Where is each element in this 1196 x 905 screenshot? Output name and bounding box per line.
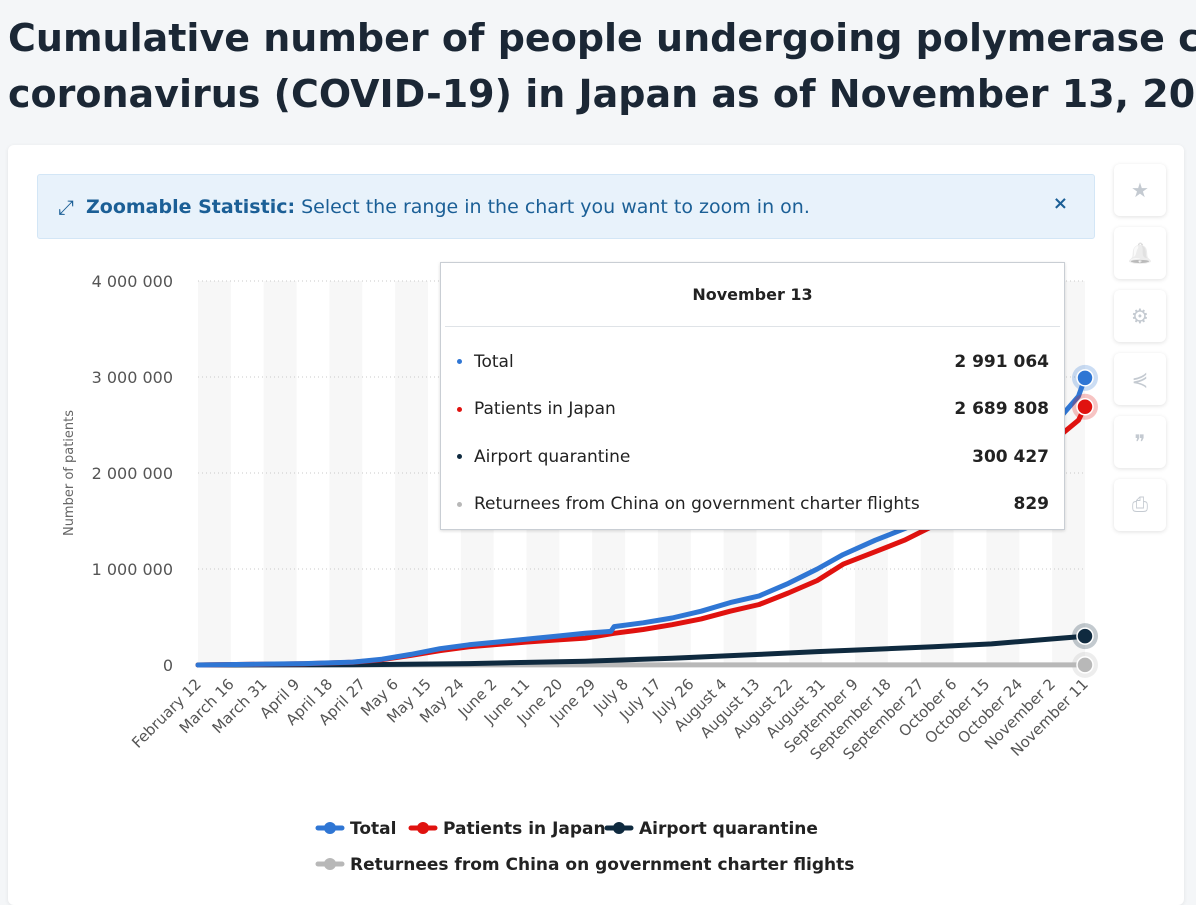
- y-tick-label: 3 000 000: [92, 368, 173, 387]
- legend-swatch-dot: [324, 858, 336, 870]
- tooltip-value: 300 427: [972, 446, 1049, 467]
- legend-label[interactable]: Returnees from China on government chart…: [350, 855, 854, 875]
- gear-icon: ⚙: [1131, 305, 1149, 328]
- zoom-banner-label: Zoomable Statistic:: [86, 195, 296, 218]
- tooltip-row: Airport quarantine 300 427: [441, 433, 1064, 481]
- expand-icon: ⤢: [58, 194, 74, 219]
- notification-button[interactable]: 🔔: [1114, 227, 1166, 279]
- cite-button[interactable]: ❞: [1114, 416, 1166, 468]
- series-dot: [457, 454, 462, 460]
- tooltip-row: Patients in Japan 2 689 808: [441, 386, 1064, 434]
- plot-band: [395, 281, 428, 665]
- page-title-line-2: coronavirus (COVID-19) in Japan as of No…: [8, 72, 1196, 116]
- series-point: [1076, 627, 1094, 645]
- legend-label[interactable]: Airport quarantine: [639, 819, 818, 839]
- page-title: Cumulative number of people undergoing p…: [8, 10, 1196, 120]
- tooltip-value: 2 689 808: [954, 399, 1049, 420]
- tooltip-date: November 13: [445, 263, 1060, 327]
- share-icon: ⋞: [1131, 368, 1149, 391]
- series-point: [1076, 656, 1094, 674]
- tooltip-label: Returnees from China on government chart…: [474, 494, 920, 515]
- bell-icon: 🔔: [1127, 242, 1153, 265]
- share-button[interactable]: ⋞: [1114, 353, 1166, 405]
- plot-band: [263, 281, 297, 665]
- legend-swatch-dot: [324, 822, 336, 834]
- close-icon[interactable]: ×: [1052, 193, 1068, 214]
- print-button[interactable]: ⎙: [1114, 479, 1166, 531]
- series-dot: [457, 406, 462, 412]
- tooltip-row: Total 2 991 064: [441, 338, 1064, 386]
- legend-swatch-dot: [417, 822, 429, 834]
- tooltip-label: Airport quarantine: [474, 446, 631, 467]
- y-axis-title: Number of patients: [62, 410, 77, 536]
- legend-label[interactable]: Total: [350, 819, 396, 839]
- tooltip-label: Patients in Japan: [474, 399, 616, 420]
- zoom-banner: ⤢ Zoomable Statistic: Select the range i…: [37, 174, 1095, 239]
- star-button[interactable]: ★: [1114, 164, 1166, 216]
- y-tick-label: 2 000 000: [92, 464, 173, 483]
- side-toolbar: ★ 🔔 ⚙ ⋞ ❞ ⎙: [1114, 164, 1166, 542]
- tooltip-row: Returnees from China on government chart…: [441, 481, 1064, 529]
- y-tick-label: 1 000 000: [92, 560, 173, 579]
- series-point: [1076, 369, 1094, 387]
- series-dot: [457, 359, 462, 365]
- legend-label[interactable]: Patients in Japan: [443, 819, 606, 839]
- zoom-banner-text: Select the range in the chart you want t…: [301, 195, 810, 218]
- series-line: [195, 633, 1088, 668]
- page-title-line-1: Cumulative number of people undergoing p…: [8, 16, 1196, 60]
- legend-swatch-dot: [613, 822, 625, 834]
- tooltip-value: 829: [1013, 494, 1050, 515]
- star-icon: ★: [1131, 179, 1149, 202]
- series-dot: [457, 501, 462, 507]
- line-chart[interactable]: 0 1 000 000 2 000 000 3 000 000 4 000 000 Num…: [0, 0, 1110, 897]
- quote-icon: ❞: [1134, 431, 1146, 454]
- tooltip-label: Total: [474, 351, 514, 372]
- chart-tooltip: November 13 Total 2 991 064 Patients in J…: [440, 262, 1065, 530]
- print-icon: ⎙: [1132, 493, 1148, 516]
- y-tick-label: 0: [163, 656, 173, 675]
- tooltip-value: 2 991 064: [954, 351, 1049, 372]
- series-point: [1076, 398, 1094, 416]
- y-tick-label: 4 000 000: [92, 272, 173, 291]
- settings-button[interactable]: ⚙: [1114, 290, 1166, 342]
